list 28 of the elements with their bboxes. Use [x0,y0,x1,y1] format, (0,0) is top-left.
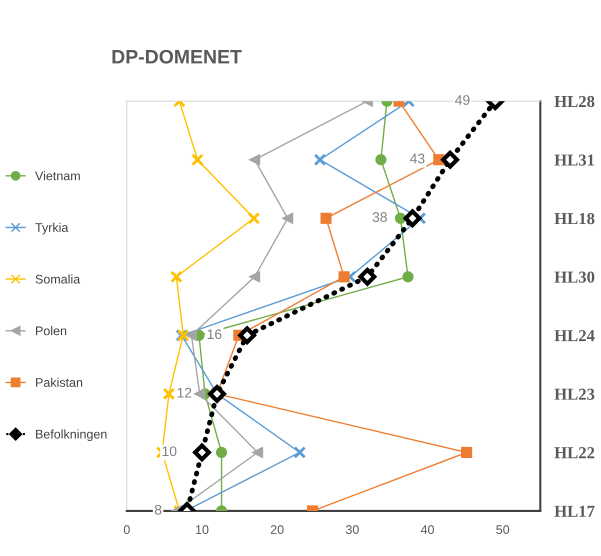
y-tick-label: HL23 [554,388,594,400]
x-tick-label: 50 [496,525,510,534]
legend-label: Pakistan [36,378,82,387]
data-label: 43 [410,154,424,164]
x-tick-label: 20 [270,525,284,534]
data-label: 10 [162,446,176,456]
data-label: 12 [178,388,192,398]
y-tick-label: HL24 [554,330,595,342]
data-label: 38 [372,212,387,222]
data-label: 8 [154,504,162,515]
y-tick-label: HL22 [554,447,594,458]
legend-label: Vietnam [35,171,80,180]
x-tick-label: 40 [420,525,434,534]
y-tick-label: HL31 [554,154,594,166]
x-tick-label: 10 [196,525,208,534]
x-tick-label: 0 [124,525,130,534]
legend-label: Tyrkia [35,222,68,234]
y-tick-label: HL30 [554,272,594,283]
data-label: 16 [208,329,222,340]
legend-label: Polen [36,326,66,336]
y-tick-label: HL28 [554,96,594,108]
legend-label: Befolkningen [36,429,106,442]
chart-title: DP-DOMENET [112,50,242,64]
y-tick-label: HL18 [554,212,594,224]
x-tick-label: 30 [346,525,359,534]
data-label: 49 [455,95,470,105]
y-tick-label: HL17 [554,506,595,517]
legend-label: Somalia [36,274,80,284]
